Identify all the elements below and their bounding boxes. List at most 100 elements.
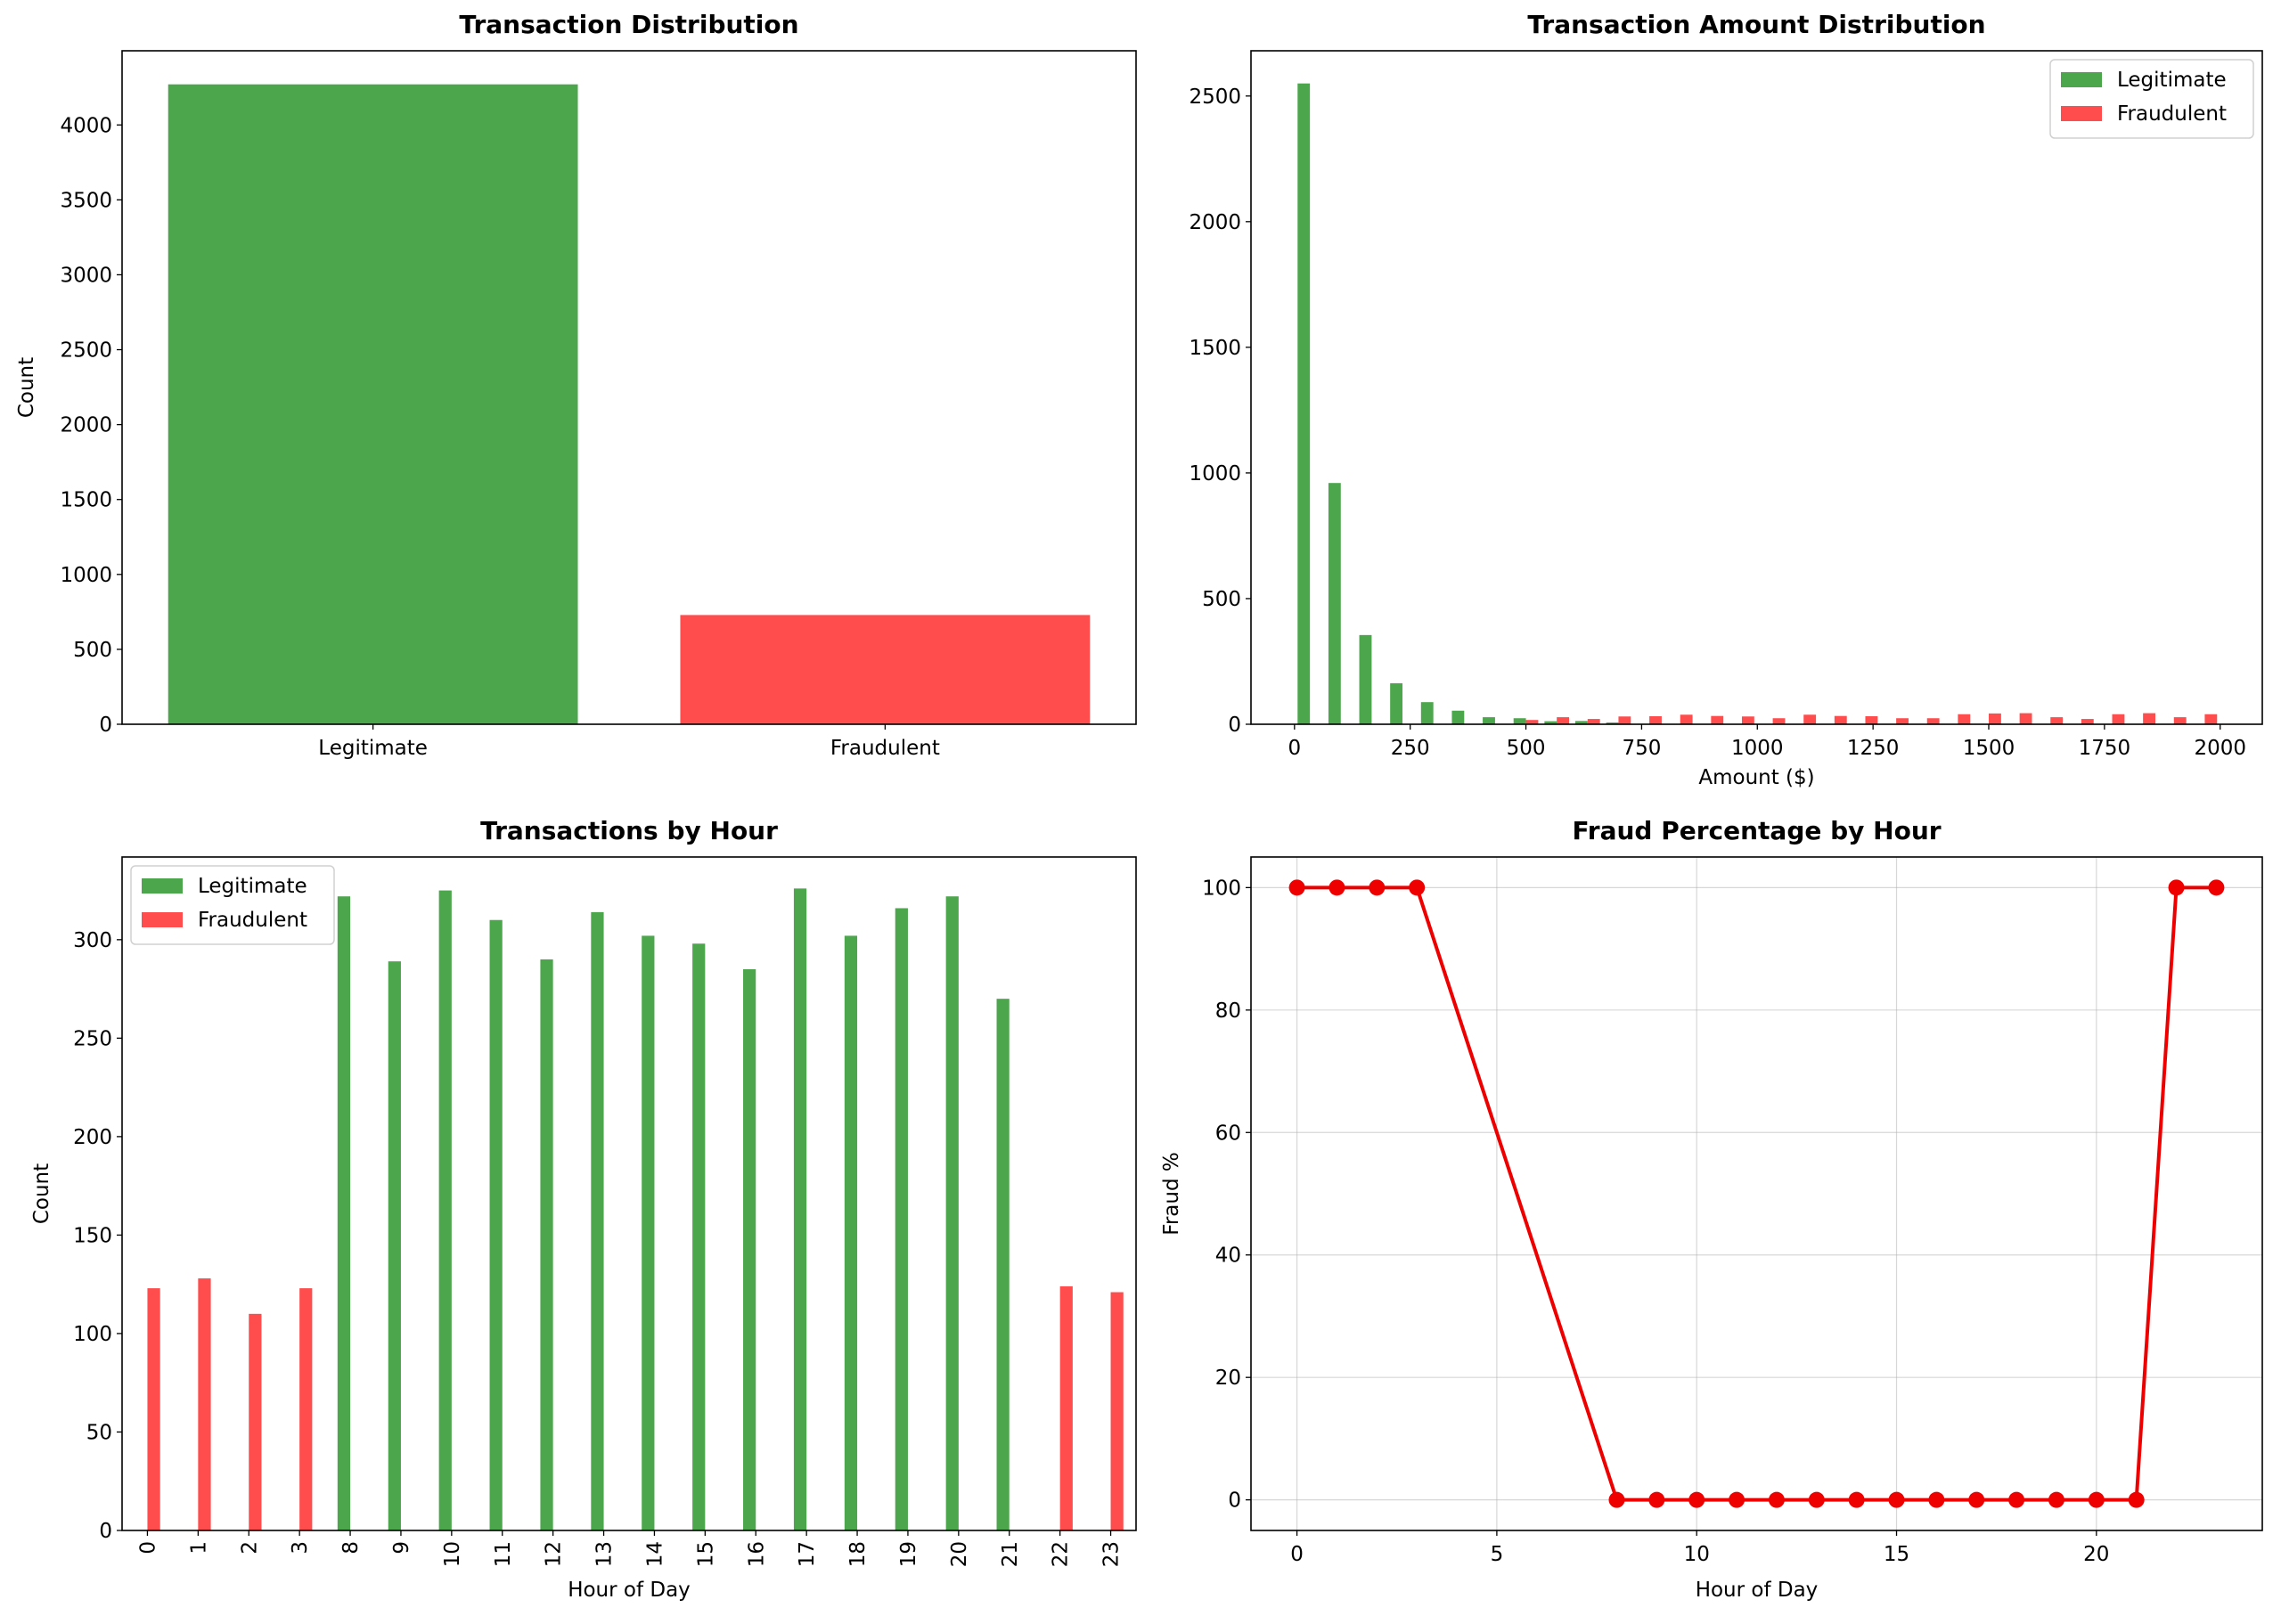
legend-label: Legitimate [198, 875, 307, 898]
bar-fraudulent-hour-2 [249, 1313, 262, 1530]
hist-bar-fraudulent [2143, 713, 2156, 724]
hist-bar-fraudulent [1926, 718, 1940, 724]
y-tick-label: 1500 [60, 489, 112, 512]
bar-legitimate-hour-21 [996, 999, 1010, 1530]
y-tick-label: 50 [86, 1421, 112, 1444]
axes-frame [121, 50, 1137, 725]
y-tick-label: 250 [73, 1027, 112, 1050]
x-tick-label: 18 [846, 1541, 870, 1567]
hist-bar-fraudulent [1680, 714, 1693, 724]
bar-fraudulent-hour-0 [147, 1288, 160, 1530]
data-point-hour-3 [1409, 879, 1426, 896]
data-point-hour-10 [1688, 1491, 1705, 1508]
x-tick-label: 16 [745, 1541, 768, 1567]
y-tick-label: 3500 [60, 189, 112, 212]
legend-swatch-fraudulent [142, 912, 183, 927]
x-tick-label: 21 [999, 1541, 1022, 1567]
data-point-hour-11 [1729, 1491, 1745, 1508]
data-point-hour-0 [1288, 879, 1305, 896]
x-axis-label: Hour of Day [1696, 1579, 1819, 1602]
x-tick-label: 250 [1391, 737, 1430, 760]
legend-swatch-legitimate [2061, 72, 2102, 87]
hist-bar-legitimate [1328, 483, 1341, 724]
legend-swatch-fraudulent [2061, 106, 2102, 121]
bar-legitimate-hour-10 [438, 890, 452, 1530]
legend: Legitimate Fraudulent [2049, 59, 2254, 139]
bar-fraudulent-hour-3 [299, 1288, 313, 1530]
y-tick-label: 1000 [60, 564, 112, 587]
hist-bar-fraudulent [2173, 717, 2187, 724]
bar-legitimate-hour-17 [793, 888, 807, 1530]
data-point-hour-1 [1329, 879, 1345, 896]
hist-bar-legitimate [1483, 717, 1495, 724]
bar-legitimate [168, 84, 578, 725]
amount-distribution-chart: Transaction Amount Distribution Amount ($… [1189, 10, 2263, 789]
x-tick-label: 8 [339, 1541, 363, 1555]
y-tick-label: 100 [1202, 877, 1241, 900]
x-tick-label: 14 [643, 1541, 666, 1567]
hist-bar-fraudulent [2204, 714, 2218, 724]
hist-bar-legitimate [1359, 634, 1372, 724]
x-tick-label: 15 [1884, 1543, 1909, 1566]
transaction-distribution-chart: Transaction Distribution Count Legitimate F… [15, 10, 1137, 760]
data-point-hour-23 [2208, 879, 2225, 896]
x-tick-label: 2 [238, 1541, 261, 1555]
data-point-hour-8 [1608, 1491, 1625, 1508]
y-tick-label: 3000 [60, 264, 112, 287]
x-tick-label: Fraudulent [830, 737, 940, 760]
x-tick-label: 11 [492, 1541, 515, 1567]
axes-frame [1250, 50, 2263, 725]
x-tick-label: 20 [948, 1541, 971, 1567]
x-tick-label: 17 [796, 1541, 819, 1567]
x-tick-label: 15 [694, 1541, 717, 1567]
x-tick-label: 19 [897, 1541, 920, 1567]
chart-title: Fraud Percentage by Hour [1572, 816, 1941, 845]
bar-fraudulent-hour-23 [1110, 1292, 1124, 1530]
hist-bar-fraudulent [1649, 715, 1662, 724]
y-tick-label: 2500 [60, 339, 112, 363]
legend-label: Legitimate [2117, 69, 2227, 92]
y-tick-label: 2500 [1189, 86, 1241, 109]
x-tick-label: 1750 [2079, 737, 2131, 760]
x-tick-label: 1500 [1963, 737, 2015, 760]
hist-bar-fraudulent [1557, 717, 1570, 724]
bar-legitimate-hour-16 [743, 969, 756, 1530]
x-tick-label: 23 [1100, 1541, 1124, 1567]
x-axis-label: Amount ($) [1698, 766, 1814, 789]
y-tick-label: 500 [1202, 588, 1241, 611]
y-tick-label: 0 [99, 1520, 112, 1543]
x-tick-label: 10 [1684, 1543, 1710, 1566]
legend: Legitimate Fraudulent [130, 865, 335, 945]
chart-title: Transaction Distribution [459, 10, 798, 39]
data-point-hour-13 [1808, 1491, 1825, 1508]
y-tick-label: 0 [1228, 714, 1241, 737]
x-tick-label: 10 [441, 1541, 464, 1567]
y-tick-label: 2000 [1189, 211, 1241, 234]
y-tick-label: 40 [1215, 1245, 1241, 1268]
y-tick-label: 60 [1215, 1122, 1241, 1145]
axes-frame [121, 856, 1137, 1531]
data-point-hour-2 [1369, 879, 1386, 896]
legend-swatch-legitimate [142, 878, 183, 894]
hist-bar-fraudulent [1989, 713, 2001, 724]
x-tick-label: 13 [593, 1541, 617, 1567]
data-point-hour-16 [1928, 1491, 1945, 1508]
x-tick-label: 2000 [2194, 737, 2246, 760]
data-point-hour-14 [1848, 1491, 1865, 1508]
y-tick-label: 1000 [1189, 462, 1241, 486]
axes-frame [1250, 856, 2263, 1531]
hist-bar-legitimate [1390, 683, 1403, 724]
data-point-hour-18 [2008, 1491, 2025, 1508]
x-tick-label: 0 [1290, 1543, 1304, 1566]
hist-bar-legitimate [1297, 83, 1311, 725]
x-tick-label: 750 [1622, 737, 1661, 760]
x-tick-label: 5 [1491, 1543, 1504, 1566]
hist-bar-fraudulent [1834, 715, 1847, 724]
chart-title: Transaction Amount Distribution [1527, 10, 1985, 39]
bar-fraudulent [680, 615, 1091, 724]
x-tick-label: 500 [1507, 737, 1546, 760]
x-axis-label: Hour of Day [568, 1579, 691, 1602]
x-tick-label: 1 [187, 1541, 210, 1555]
bar-legitimate-hour-18 [844, 935, 858, 1530]
x-tick-label: 12 [543, 1541, 566, 1567]
